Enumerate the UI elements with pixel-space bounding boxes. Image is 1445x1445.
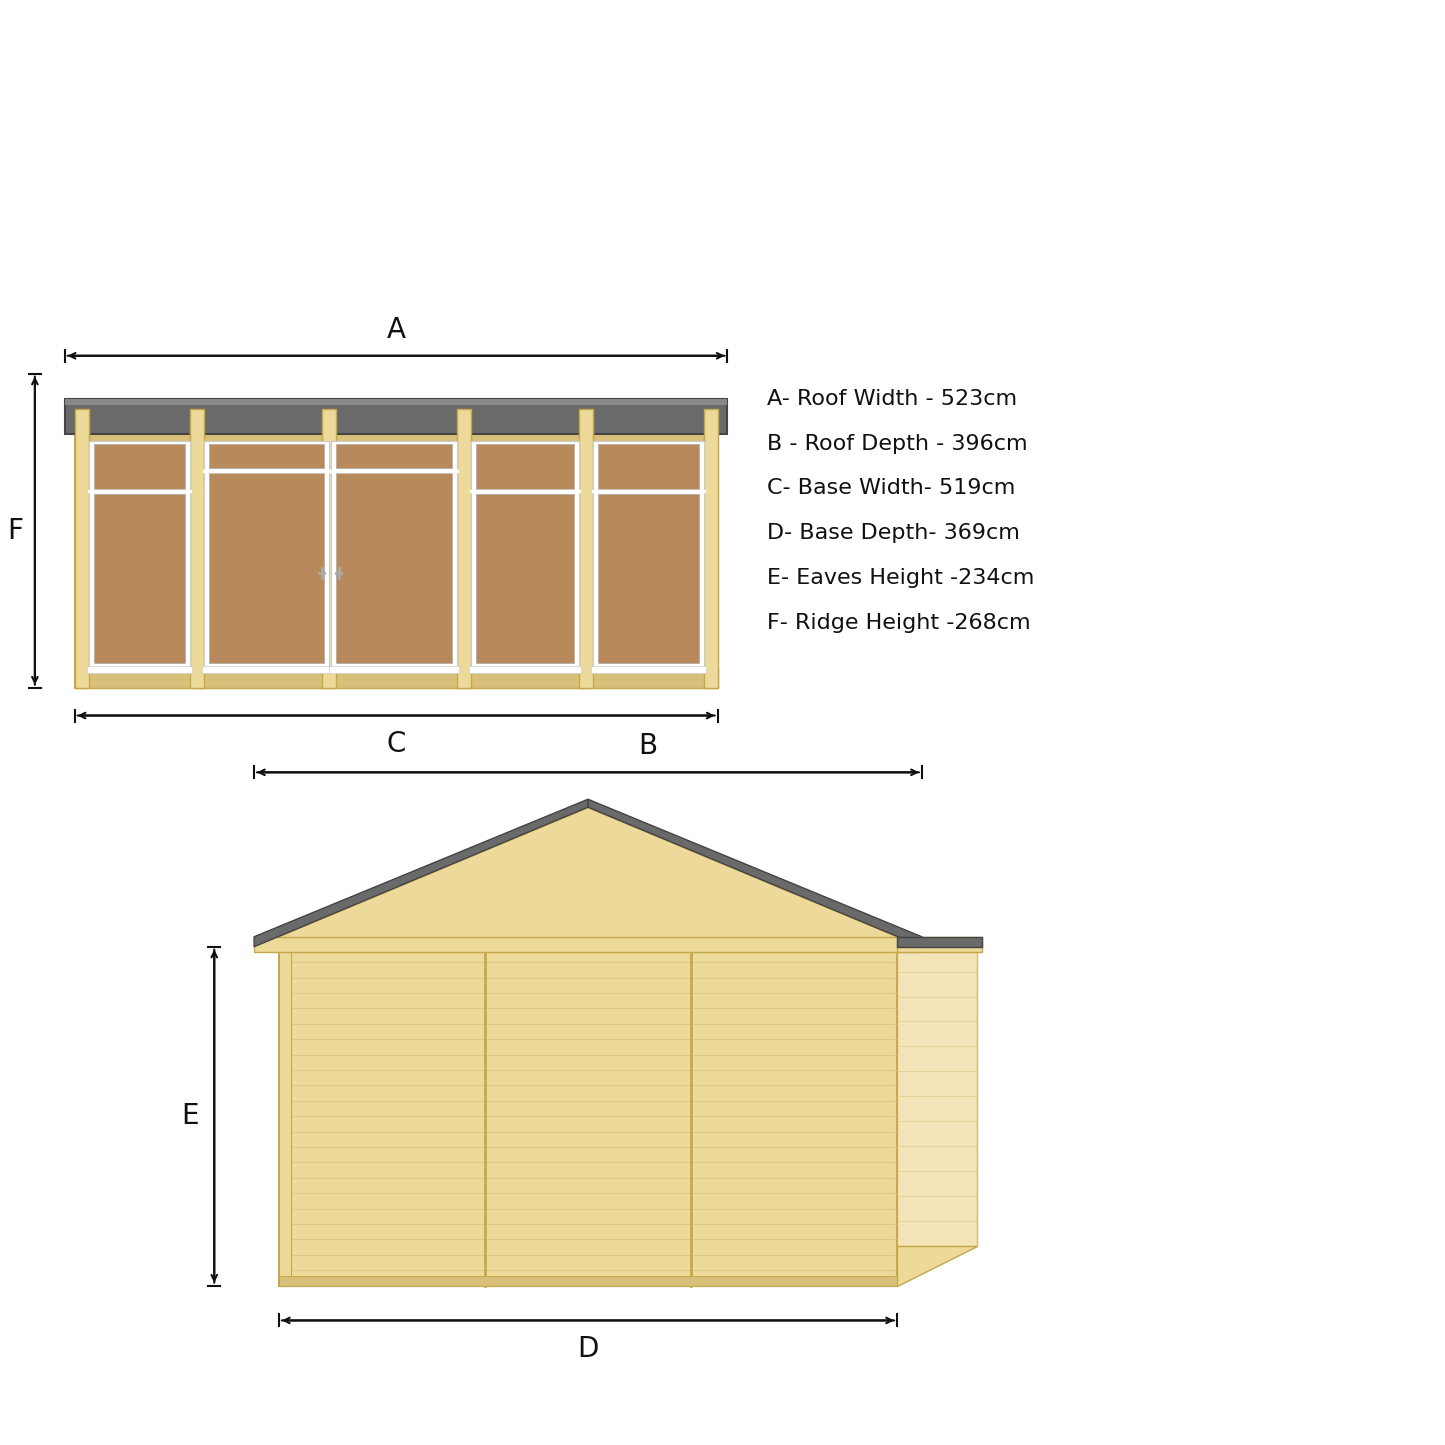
Bar	[897, 936, 981, 952]
Bar	[598, 444, 698, 488]
Bar	[210, 474, 324, 663]
Bar	[75, 668, 718, 688]
Bar	[468, 666, 581, 673]
Bar	[337, 444, 452, 468]
Bar	[75, 409, 718, 688]
Polygon shape	[254, 799, 588, 946]
Bar	[704, 409, 718, 688]
Text: D- Base Depth- 369cm: D- Base Depth- 369cm	[767, 523, 1020, 543]
Text: A- Roof Width - 523cm: A- Roof Width - 523cm	[767, 389, 1017, 409]
Text: C- Base Width- 519cm: C- Base Width- 519cm	[767, 478, 1016, 499]
Bar	[592, 442, 704, 668]
Polygon shape	[254, 808, 922, 946]
Bar	[88, 442, 189, 668]
Bar	[598, 494, 698, 663]
Bar	[897, 936, 981, 946]
Text: E- Eaves Height -234cm: E- Eaves Height -234cm	[767, 568, 1035, 588]
Bar	[75, 409, 718, 433]
Bar	[331, 442, 457, 668]
Bar	[75, 434, 718, 442]
Bar	[471, 442, 579, 668]
Bar	[279, 946, 897, 1286]
Bar	[579, 409, 592, 688]
Bar	[329, 666, 458, 673]
Bar	[279, 946, 290, 1286]
Bar	[475, 444, 574, 488]
Bar	[457, 409, 471, 688]
Bar	[65, 399, 727, 434]
Polygon shape	[897, 1246, 977, 1286]
Bar	[87, 666, 192, 673]
Bar	[65, 399, 727, 405]
Text: B: B	[639, 733, 657, 760]
Text: E: E	[182, 1103, 199, 1130]
Text: F- Ridge Height -268cm: F- Ridge Height -268cm	[767, 613, 1030, 633]
Bar	[94, 444, 185, 488]
Bar	[897, 946, 977, 1246]
Text: D: D	[578, 1335, 598, 1364]
Bar	[75, 409, 88, 688]
Bar	[202, 666, 331, 673]
Bar	[254, 936, 922, 952]
Bar	[337, 474, 452, 663]
Bar	[279, 1276, 897, 1286]
Bar	[475, 494, 574, 663]
Text: F: F	[7, 517, 23, 545]
Bar	[591, 666, 705, 673]
Text: C: C	[386, 731, 406, 759]
Text: B - Roof Depth - 396cm: B - Roof Depth - 396cm	[767, 434, 1027, 454]
Polygon shape	[588, 799, 922, 946]
Bar	[189, 409, 204, 688]
Text: A: A	[387, 316, 406, 344]
Bar	[210, 444, 324, 468]
Bar	[204, 442, 329, 668]
Bar	[94, 494, 185, 663]
Bar	[322, 409, 335, 688]
